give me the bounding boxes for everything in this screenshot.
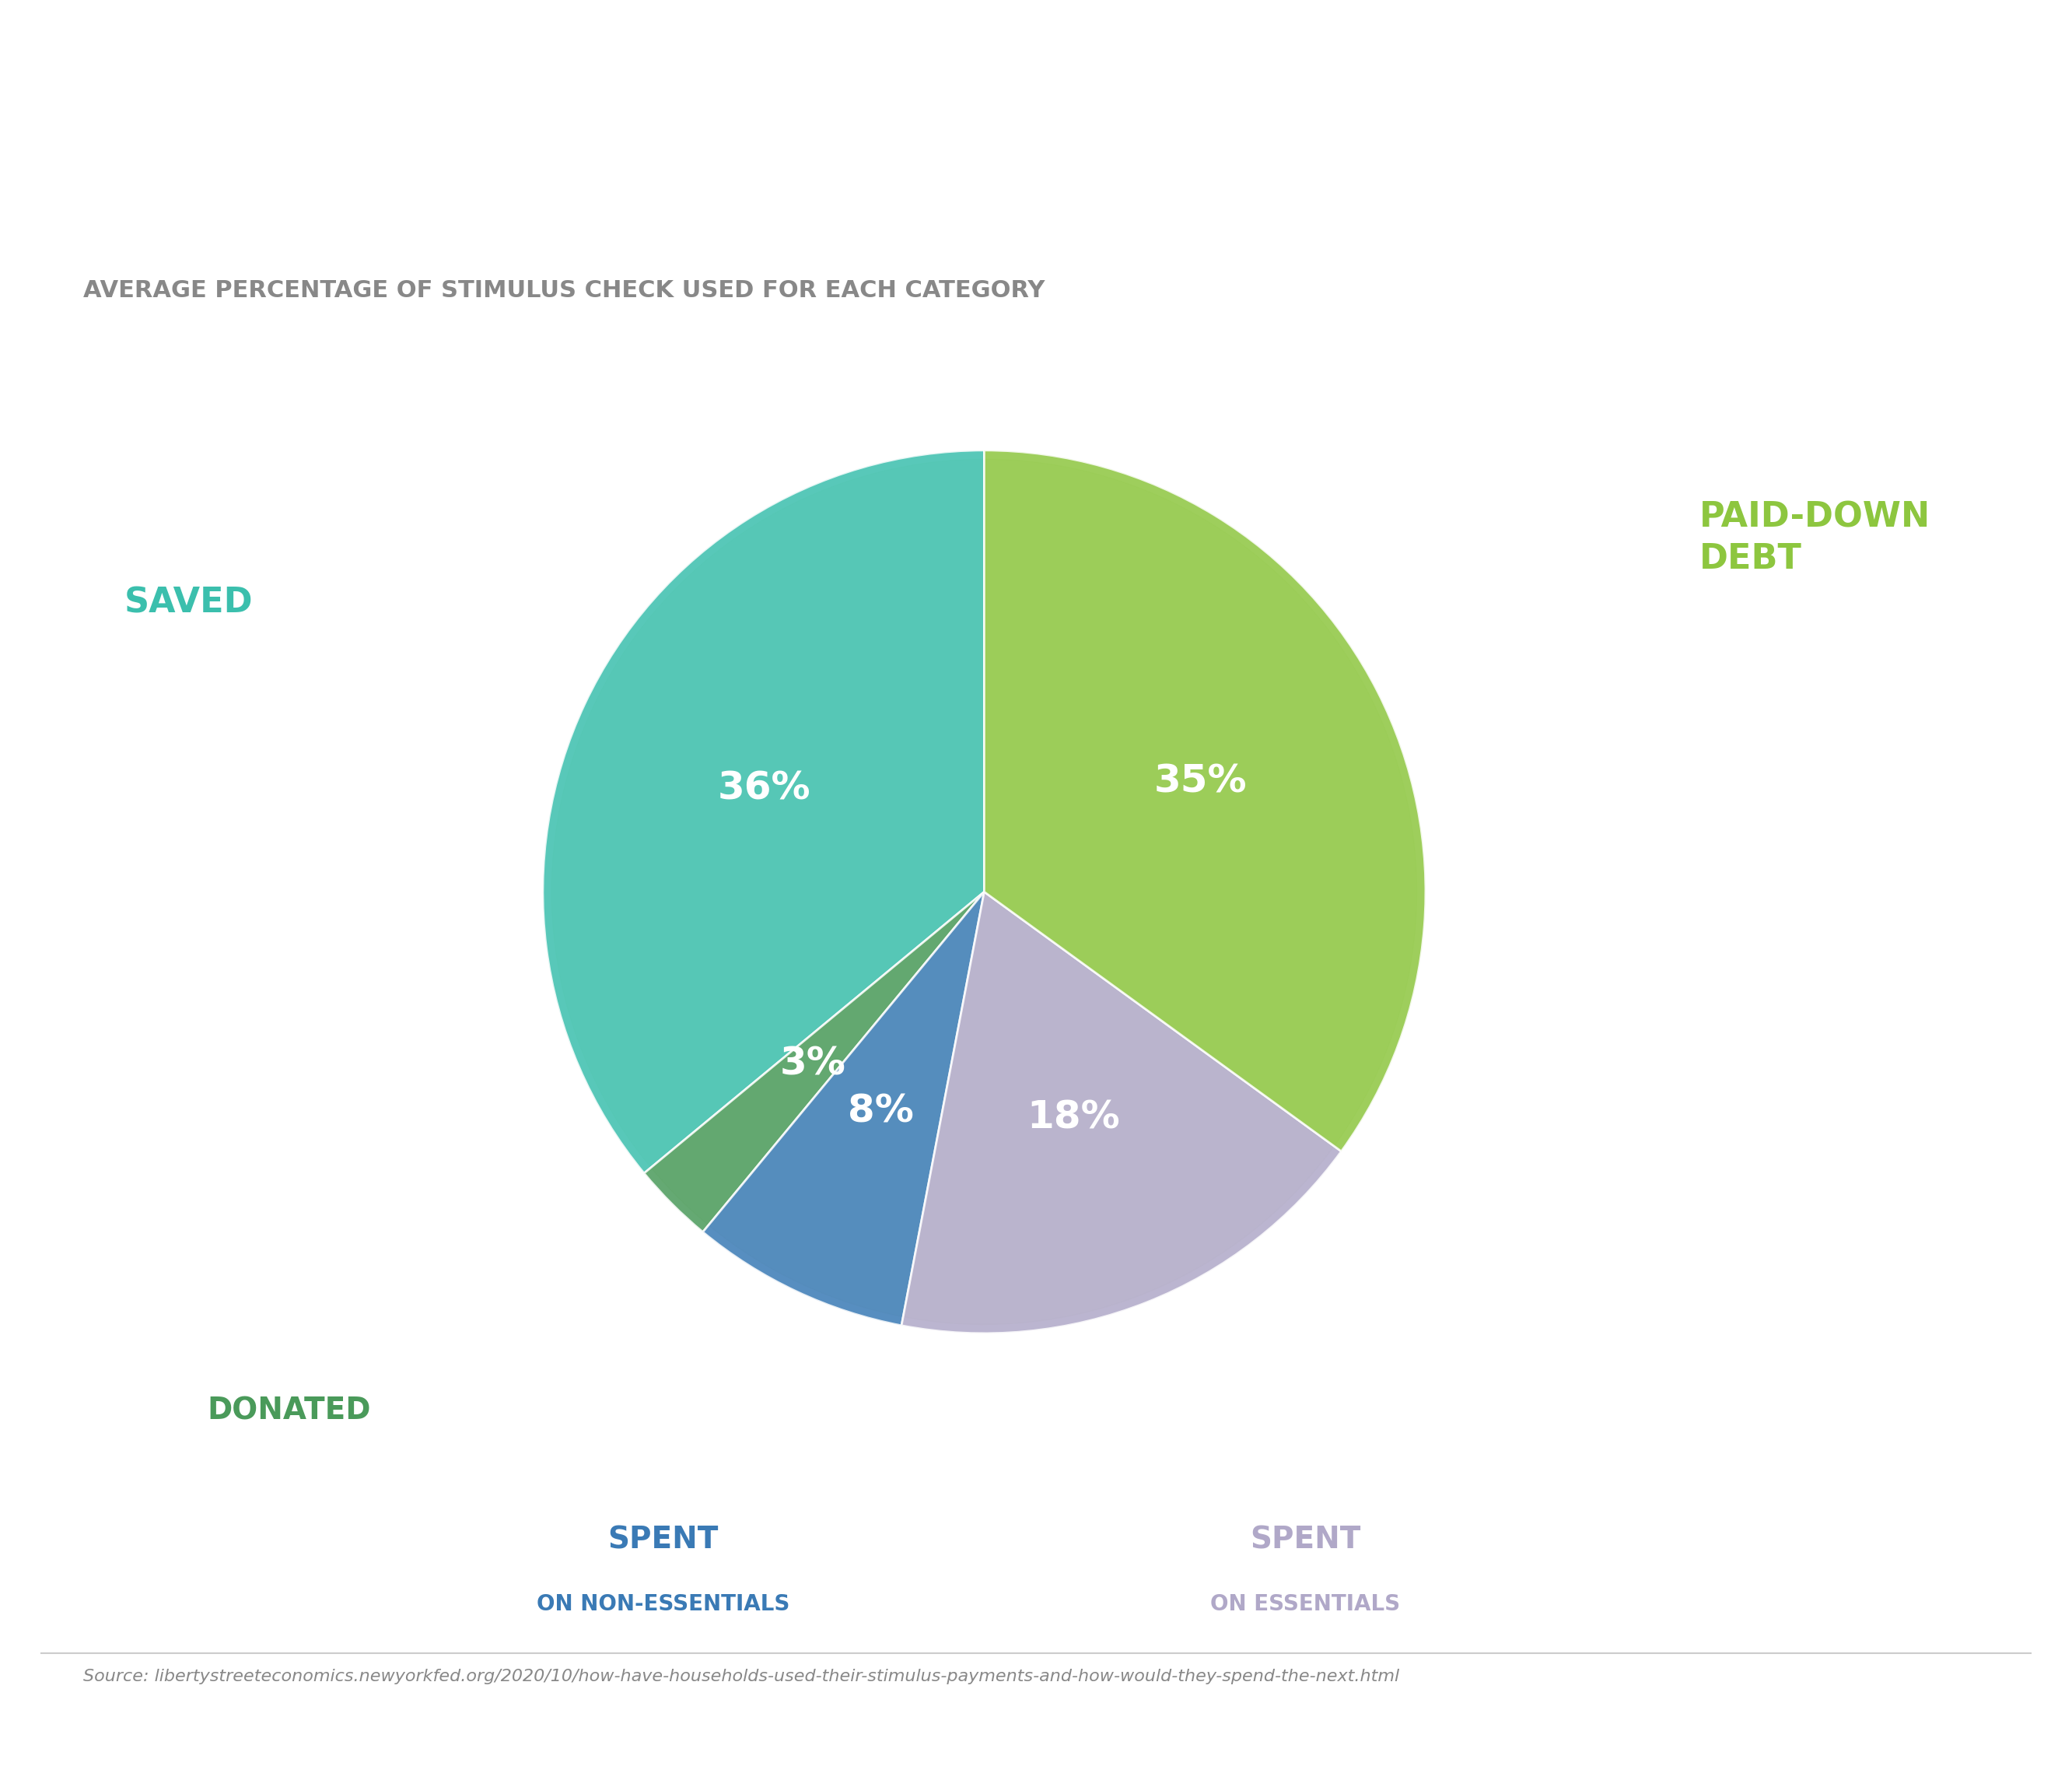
Text: SAVED: SAVED — [124, 586, 253, 620]
Text: 36%: 36% — [719, 770, 810, 807]
Wedge shape — [543, 450, 984, 1173]
Wedge shape — [644, 892, 984, 1233]
Wedge shape — [901, 892, 1341, 1333]
Text: Source: libertystreeteconomics.newyorkfed.org/2020/10/how-have-households-used-t: Source: libertystreeteconomics.newyorkfe… — [83, 1669, 1399, 1685]
Text: 35%: 35% — [1154, 763, 1247, 800]
Text: AVERAGE PERCENTAGE OF STIMULUS CHECK USED FOR EACH CATEGORY: AVERAGE PERCENTAGE OF STIMULUS CHECK USE… — [83, 279, 1044, 302]
Text: ON ESSENTIALS: ON ESSENTIALS — [1210, 1593, 1401, 1616]
Text: 18%: 18% — [1028, 1098, 1121, 1136]
Polygon shape — [551, 459, 1417, 1324]
Text: HOW HOUSEHOLDS USED THEIR STIMULUS CHECKS: HOW HOUSEHOLDS USED THEIR STIMULUS CHECK… — [224, 48, 1848, 102]
Text: DONATED: DONATED — [207, 1395, 371, 1425]
Text: 3%: 3% — [779, 1045, 845, 1083]
Text: 8%: 8% — [847, 1093, 914, 1130]
Text: ON NON-ESSENTIALS: ON NON-ESSENTIALS — [537, 1593, 789, 1616]
Text: SPENT: SPENT — [1249, 1526, 1361, 1554]
Wedge shape — [984, 450, 1426, 1151]
Text: SPENT: SPENT — [607, 1526, 719, 1554]
Wedge shape — [702, 892, 984, 1326]
Text: PAID-DOWN
DEBT: PAID-DOWN DEBT — [1699, 500, 1931, 576]
